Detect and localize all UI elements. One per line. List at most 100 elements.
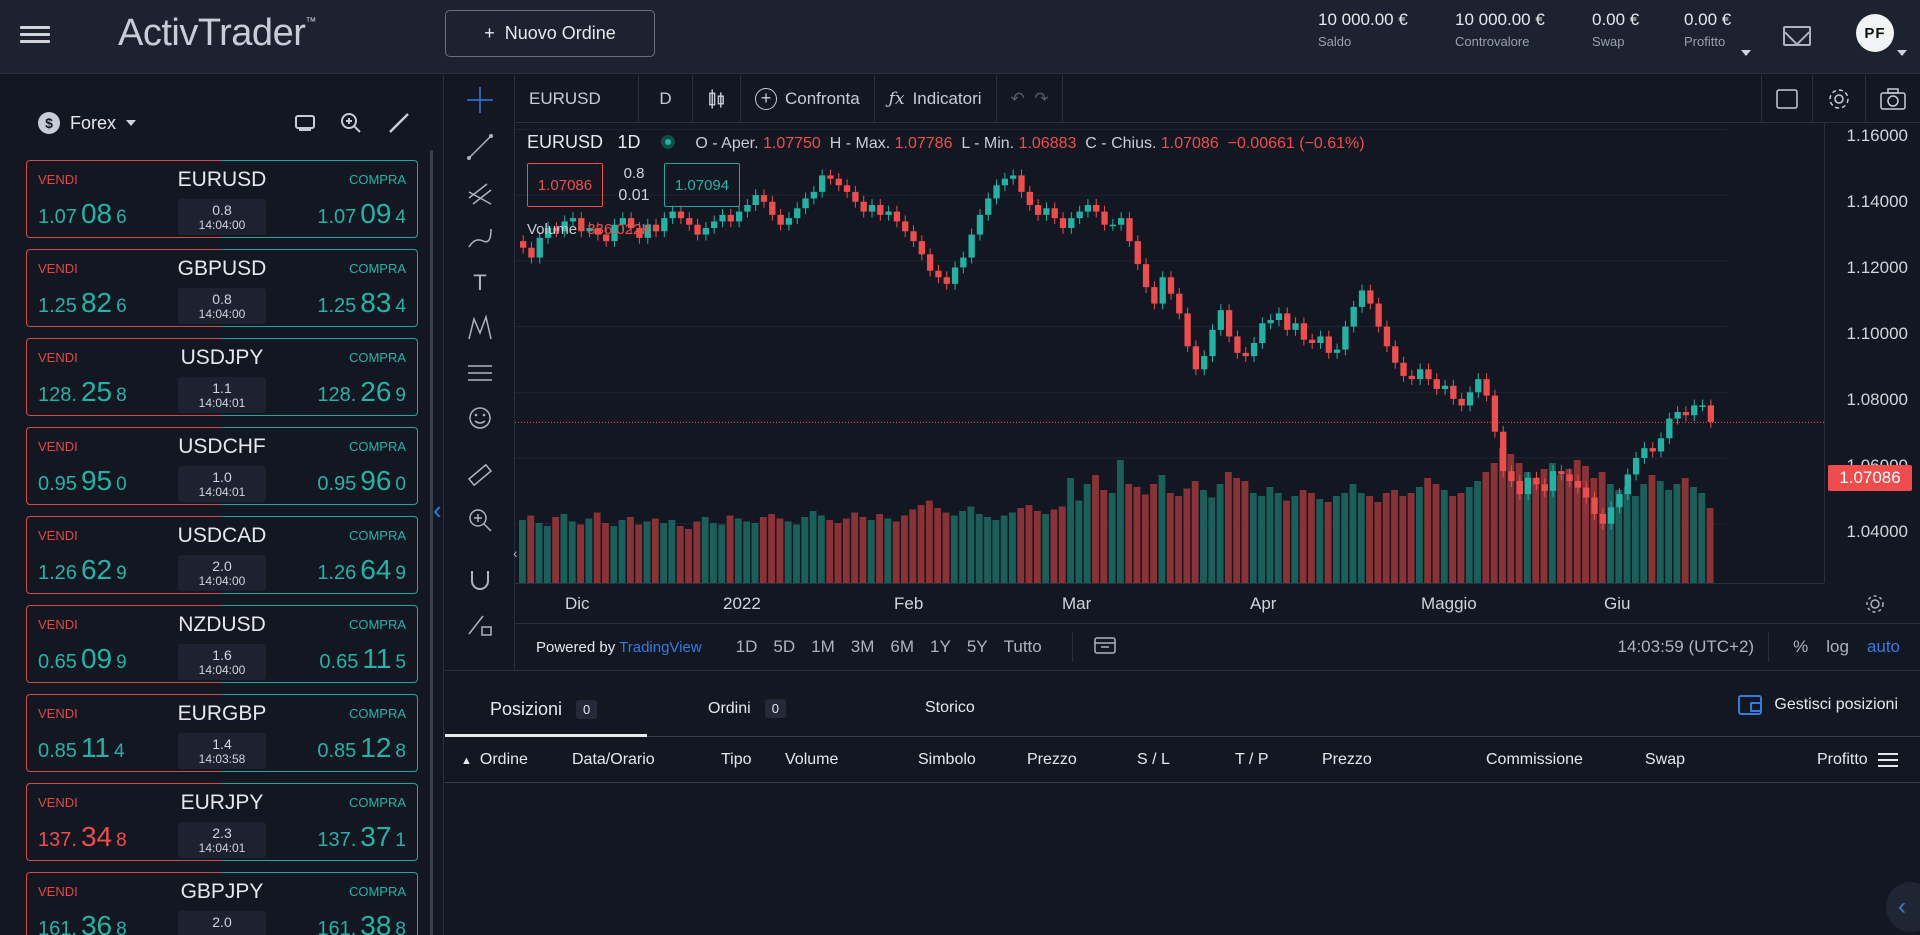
zoom-in-icon[interactable] [465, 505, 495, 535]
tab-orders[interactable]: Ordini 0 [708, 699, 786, 718]
col-tp[interactable]: T / P [1235, 751, 1269, 768]
range-5y[interactable]: 5Y [966, 637, 988, 656]
chevron-left-icon[interactable]: ‹ [1886, 882, 1920, 932]
sell-button[interactable] [26, 160, 222, 238]
col-symbol[interactable]: Simbolo [918, 751, 976, 768]
scale-auto[interactable]: auto [1866, 637, 1900, 656]
fib-icon[interactable] [465, 358, 495, 388]
buy-button[interactable] [222, 249, 418, 327]
chart-sell-button[interactable]: 1.07086 [527, 163, 603, 207]
tab-positions[interactable]: Posizioni 0 [490, 699, 598, 720]
symbol-search[interactable]: EURUSD [515, 74, 639, 123]
buy-button[interactable] [222, 872, 418, 935]
trend-line-icon[interactable] [465, 132, 495, 162]
candlestick-chart[interactable] [515, 123, 1824, 583]
market-select[interactable]: $ Forex [38, 112, 137, 134]
col-price[interactable]: Prezzo [1027, 751, 1077, 768]
col-order[interactable]: ▲ Ordine [461, 751, 528, 768]
instrument-card[interactable]: VENDI COMPRA USDCHF 1.0 14:04:01 0.95 95 0 0.95 9… [26, 427, 418, 505]
pattern-icon[interactable] [465, 313, 495, 343]
tab-history[interactable]: Storico [925, 699, 975, 716]
buy-button[interactable] [222, 160, 418, 238]
buy-button[interactable] [222, 427, 418, 505]
indicators-button[interactable]: ƒx Indicatori [875, 74, 997, 123]
pen-icon[interactable] [386, 111, 412, 137]
col-volume[interactable]: Volume [785, 751, 839, 768]
col-profit[interactable]: Profitto [1817, 751, 1868, 768]
sell-button[interactable] [26, 338, 222, 416]
account-dropdown-icon[interactable] [1897, 50, 1907, 56]
text-tool-icon[interactable]: T [473, 270, 487, 295]
camera-icon[interactable] [1866, 75, 1920, 123]
scale-log[interactable]: log [1826, 637, 1849, 656]
ruler-icon[interactable] [465, 460, 495, 490]
manage-positions-button[interactable]: Gestisci posizioni [1738, 695, 1898, 715]
sell-button[interactable] [26, 872, 222, 935]
hamburger-menu-icon[interactable] [20, 22, 50, 48]
toolbar-collapse-icon[interactable]: ‹ [513, 545, 518, 561]
col-sl[interactable]: S / L [1137, 751, 1170, 768]
scale-percent[interactable]: % [1793, 637, 1809, 656]
lock-drawing-icon[interactable] [465, 610, 495, 640]
undo-icon[interactable]: ↶ ↷ [997, 74, 1064, 123]
range-6m[interactable]: 6M [890, 637, 915, 656]
sell-button[interactable] [26, 249, 222, 327]
candle-type-icon[interactable] [693, 74, 741, 123]
col-datetime[interactable]: Data/Orario [572, 751, 655, 768]
buy-button[interactable] [222, 783, 418, 861]
buy-button[interactable] [222, 338, 418, 416]
spread-box: 1.4 14:03:58 [178, 733, 266, 769]
collapse-sidebar-icon[interactable]: ‹ [433, 495, 442, 525]
compare-button[interactable]: + Confronta [741, 74, 875, 123]
buy-button[interactable] [222, 694, 418, 772]
instrument-card[interactable]: VENDI COMPRA EURJPY 2.3 14:04:01 137. 34 8 137. 3… [26, 783, 418, 861]
interval-select[interactable]: D [639, 74, 693, 123]
instrument-card[interactable]: VENDI COMPRA GBPJPY 2.0 161. 36 8 161. 38 8 [26, 872, 418, 935]
sidebar-scrollbar[interactable] [430, 150, 433, 935]
col-commission[interactable]: Commissione [1486, 751, 1583, 768]
chart-buy-button[interactable]: 1.07094 [664, 163, 740, 207]
time-axis[interactable]: Dic 2022 Feb Mar Apr Maggio Giu [515, 583, 1824, 623]
range-5d[interactable]: 5D [773, 637, 796, 656]
price-axis[interactable]: 1.16000 1.14000 1.12000 1.10000 1.08000 … [1824, 123, 1920, 583]
instrument-card[interactable]: VENDI COMPRA NZDUSD 1.6 14:04:00 0.65 09 9 0.65 1… [26, 605, 418, 683]
instrument-card[interactable]: VENDI COMPRA GBPUSD 0.8 14:04:00 1.25 82 6 1.25 8… [26, 249, 418, 327]
col-current-price[interactable]: Prezzo [1322, 751, 1372, 768]
stat-profitto[interactable]: 0.00 € Profitto [1684, 10, 1732, 49]
display-mode-icon[interactable] [292, 111, 318, 137]
new-order-button[interactable]: + Nuovo Ordine [445, 10, 655, 57]
crosshair-icon[interactable] [465, 85, 495, 115]
range-1y[interactable]: 1Y [930, 637, 951, 656]
sell-button[interactable] [26, 605, 222, 683]
range-3m[interactable]: 3M [850, 637, 875, 656]
gear-icon[interactable] [1813, 74, 1866, 123]
axis-settings-icon[interactable] [1864, 593, 1886, 620]
sell-button[interactable] [26, 694, 222, 772]
magnet-icon[interactable] [465, 565, 495, 595]
instrument-card[interactable]: VENDI COMPRA EURGBP 1.4 14:03:58 0.85 11 4 0.85 1… [26, 694, 418, 772]
emoji-icon[interactable] [465, 403, 495, 433]
buy-button[interactable] [222, 516, 418, 594]
list-settings-icon[interactable] [1878, 753, 1898, 771]
avatar[interactable]: PF [1856, 14, 1894, 52]
range-all[interactable]: Tutto [1003, 637, 1042, 656]
instrument-card[interactable]: VENDI COMPRA USDJPY 1.1 14:04:01 128. 25 8 128. 2… [26, 338, 418, 416]
sell-button[interactable] [26, 516, 222, 594]
instrument-card[interactable]: VENDI COMPRA EURUSD 0.8 14:04:00 1.07 08 6 1.07 0… [26, 160, 418, 238]
pitchfork-icon[interactable] [465, 178, 495, 208]
buy-button[interactable] [222, 605, 418, 683]
fullscreen-icon[interactable] [1761, 74, 1813, 123]
col-swap[interactable]: Swap [1645, 751, 1686, 768]
range-1d[interactable]: 1D [735, 637, 758, 656]
search-icon[interactable] [338, 111, 364, 137]
col-type[interactable]: Tipo [721, 751, 752, 768]
sell-button[interactable] [26, 783, 222, 861]
tradingview-link[interactable]: TradingView [619, 638, 702, 656]
range-1m[interactable]: 1M [811, 637, 835, 656]
brush-icon[interactable] [465, 223, 495, 253]
profit-dropdown-icon[interactable] [1741, 50, 1751, 56]
instrument-card[interactable]: VENDI COMPRA USDCAD 2.0 14:04:00 1.26 62 9 1.26 6… [26, 516, 418, 594]
sell-button[interactable] [26, 427, 222, 505]
mail-icon[interactable] [1783, 26, 1811, 46]
date-range-icon[interactable] [1093, 635, 1117, 660]
